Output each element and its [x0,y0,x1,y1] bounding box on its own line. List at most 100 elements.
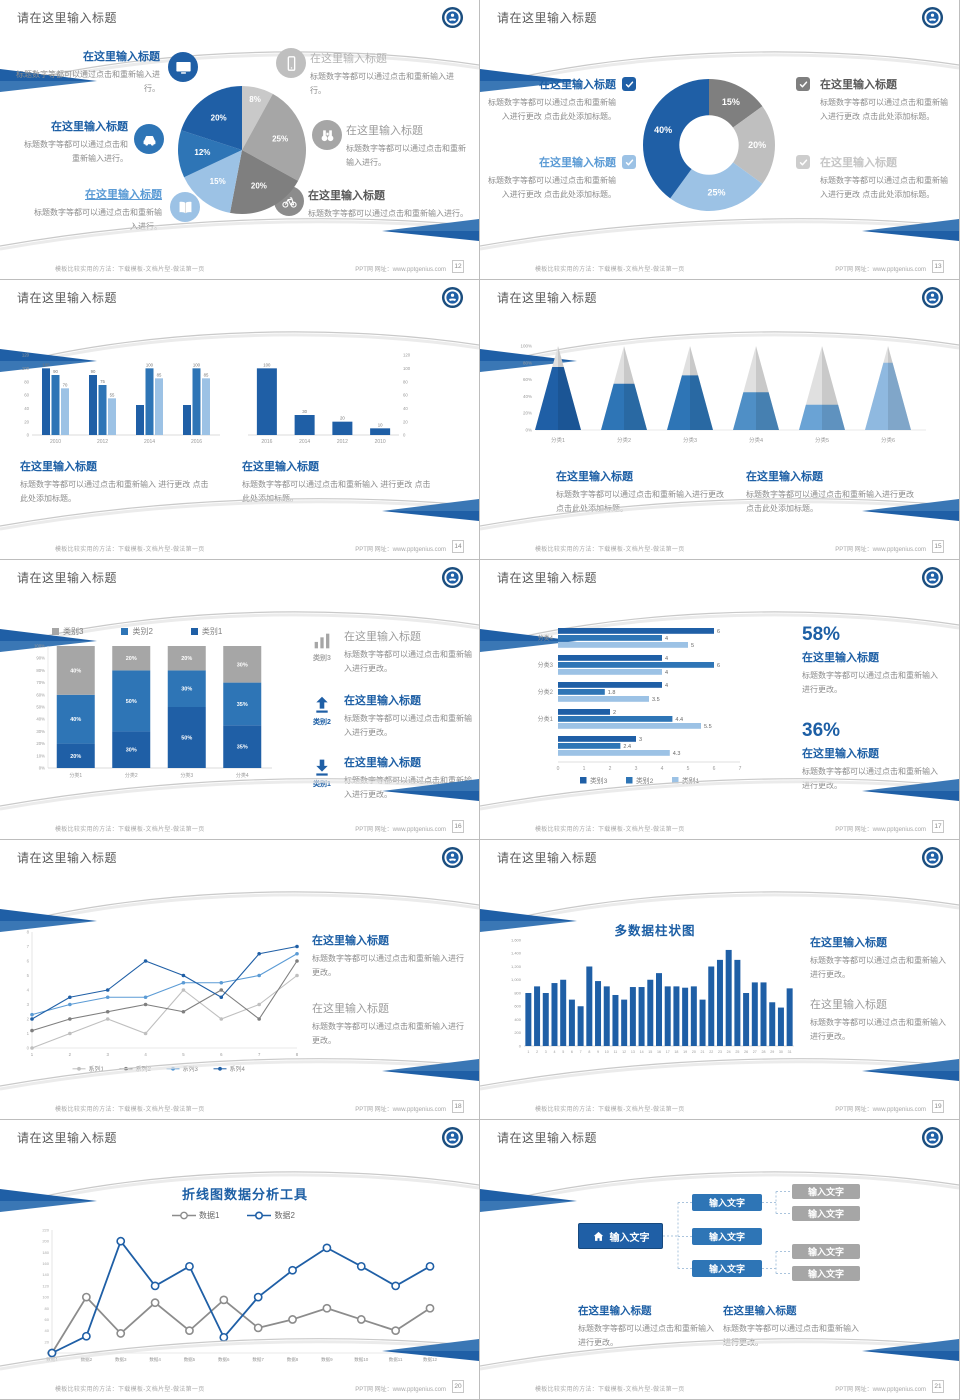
svg-text:400: 400 [514,1017,521,1022]
callout-body: 标题数字等都可以通过点击和重新输入进行。 [34,208,162,231]
phone-icon [276,48,306,78]
chart-title: 折线图数据分析工具 [181,1187,308,1202]
node-label: 输入文字 [609,1232,650,1244]
stat-body: 标题数字等都可以通过点击和重新输入进行更改。 [802,767,938,790]
car-icon [134,124,164,154]
callout-body: 标题数字等都可以通过点击和重新输入进行更改 点击此处添加标题。 [820,176,948,199]
caption-block: 在这里输入标题 标题数字等都可以通过点击和重新输入进行更改。 [312,932,464,979]
page-number: 17 [932,820,944,833]
bottom-wave-decoration [480,213,959,255]
stat-block: 58% 在这里输入标题 标题数字等都可以通过点击和重新输入进行更改。 [802,624,944,696]
svg-text:数据11: 数据11 [389,1356,403,1363]
page-number: 20 [452,1380,464,1393]
svg-text:20: 20 [403,419,408,424]
svg-text:20%: 20% [251,182,267,191]
pyramid-chart: 0% 20% 40% 60% 80% 100% 分类1 分类2 分类3 分类4 分类5 分类6 [520,344,926,444]
checkbox-icon[interactable] [796,77,810,91]
callout-body: 标题数字等都可以通过点击和重新输入进行。 [16,70,160,93]
svg-text:18: 18 [674,1050,678,1054]
svg-text:100: 100 [42,362,50,367]
svg-text:分类1: 分类1 [551,436,565,444]
svg-text:40%: 40% [654,125,672,135]
caption-block: 在这里输入标题 标题数字等都可以通过点击和重新输入 进行更改 点击此处添加标题。 [242,458,437,505]
svg-text:120: 120 [22,353,30,358]
svg-text:3.5: 3.5 [652,697,660,703]
callout-title: 在这里输入标题 [51,121,128,133]
checkbox-icon[interactable] [796,155,810,169]
svg-text:24: 24 [727,1050,731,1054]
svg-text:30%: 30% [181,687,192,693]
svg-text:11: 11 [614,1050,618,1054]
svg-text:20: 20 [692,1050,696,1054]
svg-text:1: 1 [27,1031,30,1036]
svg-text:1: 1 [583,766,586,772]
svg-text:26: 26 [744,1050,748,1054]
svg-text:40%: 40% [36,717,45,722]
home-icon [592,1230,605,1243]
item-body: 标题数字等都可以通过点击和重新输入进行更改。 [344,776,472,799]
svg-text:80%: 80% [36,668,45,673]
svg-text:15: 15 [648,1050,652,1054]
svg-text:10: 10 [605,1050,609,1054]
callout: 在这里输入标题 标题数字等都可以通过点击和重新输入进行更改 点击此处添加标题。 [820,76,954,123]
svg-text:0%: 0% [525,428,532,433]
item-title: 在这里输入标题 [344,631,421,643]
slide-header-title: 请在这里输入标题 [497,291,598,305]
top-wave-decoration [0,1144,479,1216]
school-logo-icon [441,846,464,869]
svg-text:分类4: 分类4 [236,772,249,779]
legend-label: 类别2 [132,627,153,636]
footer-left-text: 模板比较实用的方法：下载模板-文档片型-做法第一页 [535,1387,685,1393]
svg-text:80%: 80% [523,360,532,365]
caption-title: 在这里输入标题 [723,1305,797,1317]
node-label: 输入文字 [807,1269,844,1279]
tree-root-node: 输入文字 [578,1223,663,1249]
list-item-icon: 类别3 [306,630,338,663]
svg-text:2: 2 [69,1052,72,1057]
legend-swatch [121,628,129,635]
svg-text:29: 29 [770,1050,774,1054]
caption-title: 在这里输入标题 [810,937,887,949]
svg-text:55: 55 [110,392,115,397]
svg-text:2: 2 [609,766,612,772]
tree-leaf-node: 输入文字 [792,1206,860,1221]
school-logo-icon [441,1126,464,1149]
svg-text:数据2: 数据2 [81,1356,93,1363]
svg-text:600: 600 [514,1004,521,1009]
svg-text:19: 19 [683,1050,687,1054]
svg-text:35%: 35% [237,745,248,751]
footer-right-text: PPT网 网址：www.pptgenius.com [355,267,446,273]
caption-body: 标题数字等都可以通过点击和重新输入进行更改 点击此处添加标题。 [556,490,724,513]
svg-text:85: 85 [204,372,209,377]
tree-connectors [663,1191,792,1274]
svg-text:2010: 2010 [50,439,61,445]
node-label: 输入文字 [708,1264,745,1274]
caption-body: 标题数字等都可以通过点击和重新输入进行更改。 [312,1022,464,1045]
svg-text:40%: 40% [523,394,532,399]
svg-text:100%: 100% [34,644,45,649]
svg-text:7: 7 [580,1050,582,1054]
checkbox-icon[interactable] [622,155,636,169]
svg-text:4.3: 4.3 [673,751,681,757]
caption-title: 在这里输入标题 [312,1003,389,1015]
bar-chart: 0 20 40 60 80 100 120 100 2016 30 2014 20 2012 10 2010 [248,353,411,445]
svg-text:60%: 60% [36,692,45,697]
legend-marker-icon [247,1211,272,1220]
slide-footer: 模板比较实用的方法：下载模板-文档片型-做法第一页 PPT网 网址：www.pp… [480,1375,959,1399]
svg-text:40: 40 [403,406,408,411]
svg-text:22: 22 [709,1050,713,1054]
chart-legend: 类别3 类别2 类别1 [52,626,222,637]
svg-text:15%: 15% [722,97,740,107]
horizontal-bar-chart: 6 4 5 分类4 4 6 4 分类3 4 1.8 3.5 分类2 2 4.4 5.5 分类1 3 2.4 4.3 0… [538,628,742,785]
caption-block: 在这里输入标题 标题数字等都可以通过点击和重新输入进行更改 点击此处添加标题。 [746,468,924,515]
caption-body: 标题数字等都可以通过点击和重新输入进行更改。 [723,1324,859,1347]
svg-text:5: 5 [562,1050,564,1054]
svg-text:6: 6 [713,766,716,772]
callout-body: 标题数字等都可以通过点击和重新输入进行更改 点击此处添加标题。 [488,98,616,121]
tree-node: 输入文字 [692,1228,762,1245]
callout: 在这里输入标题 标题数字等都可以通过点击和重新输入进行。 [346,122,468,169]
svg-text:30: 30 [302,409,307,414]
svg-text:2014: 2014 [144,439,155,445]
checkbox-icon[interactable] [622,77,636,91]
slide-header-title: 请在这里输入标题 [497,851,598,865]
